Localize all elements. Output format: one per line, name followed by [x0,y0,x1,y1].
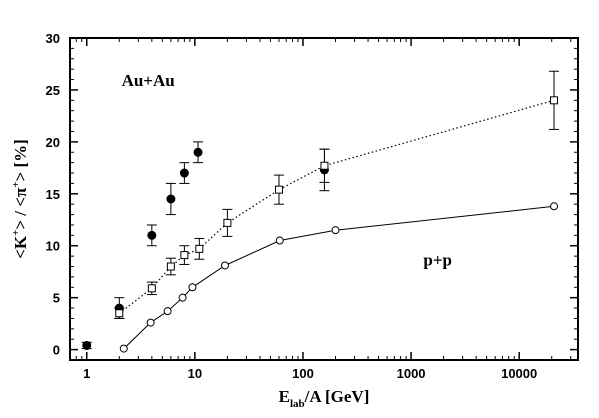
plot-area-border [69,37,579,361]
x-tick-label: 100 [292,366,314,381]
data-point-filled-circle [179,168,189,178]
y-tick-label: 30 [46,31,60,46]
data-point-open-square [147,284,156,293]
data-point-open-circle [146,318,155,327]
series-open-circle [119,202,559,353]
y-tick-label: 25 [46,83,60,98]
y-axis-label: <K+> / <π+> [%] [10,139,30,259]
series-open-square [114,70,560,319]
series-line-solid [123,205,555,349]
x-tick-label: 10000 [501,366,537,381]
x-tick-label: 10 [188,366,202,381]
y-axis-label-a: <K [11,235,30,259]
data-point-open-circle [275,236,284,245]
data-point-open-circle [119,344,128,353]
plot-frame [69,37,579,361]
y-tick-label: 5 [53,291,60,306]
data-point-open-square [166,262,175,271]
data-point-open-circle [331,226,340,235]
data-point-open-square [223,218,232,227]
y-axis-label-c: > [%] [11,139,30,181]
data-point-filled-circle [193,147,203,157]
tick-labels: 1 10 100 1000 10000 0 5 10 15 20 25 30 [46,31,538,381]
annotation-au-au: Au+Au [122,71,175,90]
x-axis-label-sub: lab [290,398,305,410]
data-point-open-square [550,96,559,105]
data-point-filled-circle [82,340,92,350]
x-axis-label: Elab/A [GeV] [279,387,370,410]
y-tick-label: 10 [46,239,60,254]
x-axis-label-rest: /A [GeV] [304,387,370,406]
data-point-open-circle [188,283,197,292]
data-point-filled-circle [166,194,176,204]
y-axis-label-sup2: + [10,181,22,187]
data-point-open-square [180,251,189,260]
x-tick-label: 1 [83,366,90,381]
data-point-open-circle [550,202,559,211]
y-axis-label-b: > / <π [11,187,30,230]
data-point-open-square [195,244,204,253]
y-axis-label-sup1: + [10,230,22,236]
axis-ticks [69,37,578,360]
data-point-open-circle [178,293,187,302]
y-tick-label: 0 [53,343,60,358]
series-line-dotted [118,99,555,314]
data-point-open-square [320,161,329,170]
data-point-open-circle [220,261,229,270]
annotation-p-p: p+p [423,250,452,269]
data-point-filled-circle [147,230,157,240]
data-point-open-circle [163,307,172,316]
y-tick-label: 20 [46,135,60,150]
y-tick-label: 15 [46,187,60,202]
data-point-open-square [274,185,283,194]
x-tick-label: 1000 [397,366,426,381]
x-axis-label-base: E [279,387,290,406]
series-layer [81,70,560,353]
data-point-open-square [115,309,124,318]
